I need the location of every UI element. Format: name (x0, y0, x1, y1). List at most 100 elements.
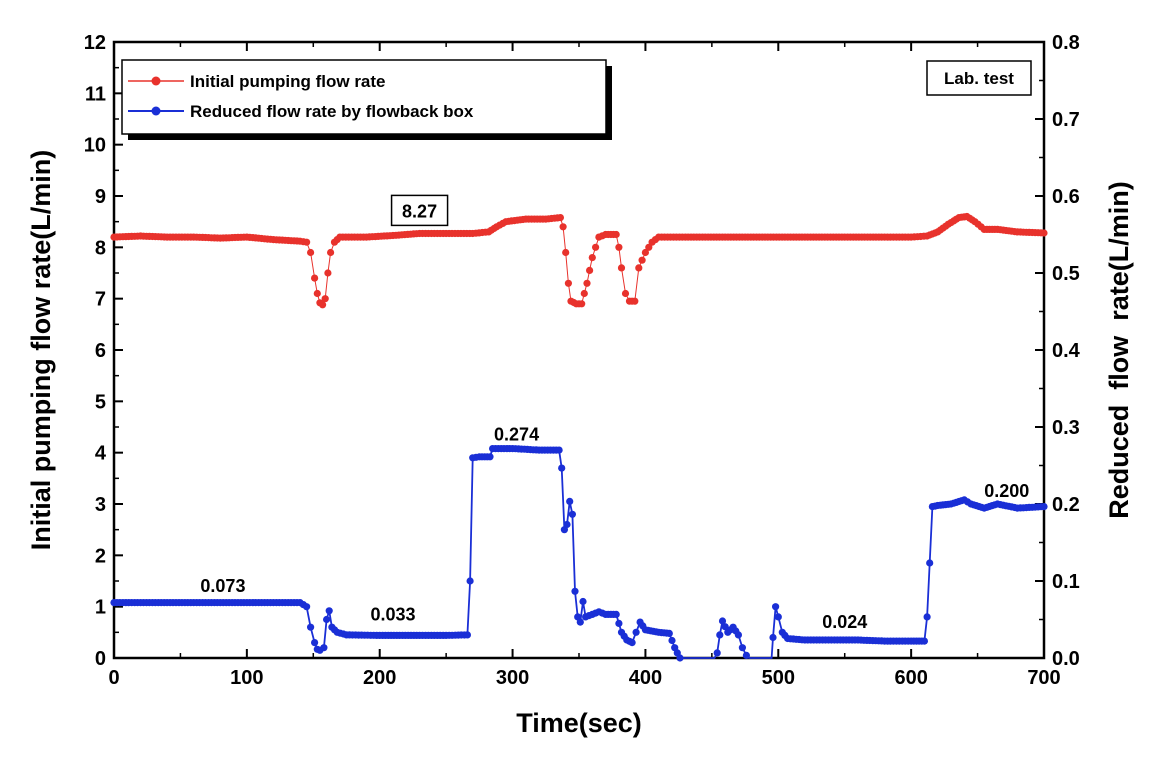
y-left-tick-label: 10 (84, 135, 106, 157)
data-point-reduced (568, 510, 577, 518)
data-point-initial (631, 297, 639, 305)
x-tick-label: 500 (762, 667, 795, 689)
y-left-tick-label: 12 (84, 32, 106, 54)
lab-test-box (926, 60, 1032, 96)
data-point-reduced (466, 577, 474, 585)
annotation-label: 8.27 (402, 201, 437, 221)
y-left-tick-label: 4 (95, 443, 107, 465)
data-point-initial (638, 256, 646, 264)
data-point-initial (313, 289, 321, 298)
legend-label-reduced: Reduced flow rate by flowback box (190, 102, 474, 121)
data-point-reduced (668, 636, 676, 645)
data-point-reduced (323, 615, 331, 624)
data-point-reduced (566, 497, 574, 505)
annotation-label: 0.033 (370, 604, 415, 624)
data-point-initial (580, 289, 588, 298)
lab-test-text: Lab. test (944, 69, 1014, 88)
data-point-initial (327, 248, 335, 257)
x-tick-labels: 0 100 200 300 400 500 600 700 (108, 667, 1060, 689)
data-point-reduced (576, 618, 584, 626)
y-right-tick-label: 0.3 (1052, 417, 1080, 439)
annotation-label: 0.200 (984, 481, 1029, 501)
data-point-initial (645, 243, 653, 251)
data-point-reduced (612, 610, 620, 619)
x-tick-label: 0 (108, 667, 119, 689)
y-left-tick-label: 5 (95, 391, 106, 413)
series-initial-pumping (110, 212, 1048, 309)
y-left-tick-label: 2 (95, 545, 106, 567)
data-point-reduced (742, 651, 751, 660)
annotation-label: 0.274 (494, 425, 539, 445)
x-tick-label: 300 (496, 667, 529, 689)
data-point-reduced (923, 613, 931, 621)
data-point-reduced (486, 453, 494, 461)
data-point-reduced (676, 654, 684, 662)
right-y-axis-title: Reduced flow rate(L/min) (1104, 181, 1134, 519)
data-point-reduced (738, 644, 747, 652)
y-left-tick-label: 0 (95, 648, 106, 670)
data-point-initial (559, 223, 567, 231)
legend-marker-reduced (151, 106, 161, 116)
data-point-reduced (615, 619, 623, 628)
data-point-reduced (325, 607, 333, 615)
y-left-tick-label: 11 (85, 83, 106, 105)
y-left-tick-label: 3 (95, 494, 106, 516)
series-line-initial (113, 215, 1045, 306)
lab-test-label: Lab. test (926, 60, 1032, 96)
value-annotations: 8.27 0.073 0.033 0.274 0.024 0.200 (200, 194, 1029, 632)
data-point-reduced (718, 617, 727, 625)
y-left-tick-label: 7 (95, 289, 106, 311)
data-point-initial (307, 248, 315, 257)
x-tick-label: 600 (894, 667, 927, 689)
data-point-reduced (769, 633, 777, 642)
legend: Initial pumping flow rate Reduced flow r… (121, 59, 612, 140)
data-point-reduced (721, 623, 729, 631)
data-point-initial (1040, 229, 1048, 237)
data-point-initial (321, 295, 329, 303)
data-point-initial (583, 279, 591, 287)
data-point-reduced (632, 628, 640, 636)
data-point-initial (562, 248, 570, 257)
x-tick-label: 400 (629, 667, 662, 689)
data-point-reduced (920, 637, 929, 645)
data-point-reduced (558, 464, 566, 472)
y-right-tick-label: 0.6 (1052, 186, 1080, 208)
data-point-initial (612, 230, 620, 239)
annotation-label: 0.073 (200, 576, 245, 596)
data-point-reduced (713, 649, 721, 657)
data-point-reduced (307, 623, 315, 631)
y-right-tick-label: 0.8 (1052, 32, 1080, 54)
data-point-initial (311, 274, 319, 282)
data-point-reduced (320, 644, 328, 652)
x-tick-label: 700 (1027, 667, 1060, 689)
tick-marks (113, 41, 1045, 659)
data-point-initial (578, 300, 586, 308)
data-point-reduced (774, 613, 782, 621)
data-point-initial (319, 301, 327, 309)
data-point-initial (588, 254, 596, 262)
data-point-reduced (716, 631, 724, 639)
y-right-tick-label: 0.4 (1052, 340, 1081, 362)
data-point-initial (621, 289, 630, 298)
data-point-reduced (579, 597, 587, 606)
data-point-reduced (734, 631, 743, 639)
series-line-reduced (114, 447, 1045, 659)
annotation-box (390, 194, 449, 227)
data-point-initial (556, 214, 565, 222)
legend-marker-initial (151, 76, 161, 86)
data-point-reduced (772, 603, 780, 611)
data-point-initial (617, 264, 626, 272)
data-point-initial (641, 248, 650, 257)
data-point-reduced (571, 587, 579, 595)
data-point-reduced (926, 559, 934, 567)
data-point-initial (586, 266, 594, 274)
data-point-initial (592, 243, 600, 251)
data-point-initial (635, 264, 643, 272)
data-point-reduced (665, 629, 673, 638)
x-tick-label: 100 (230, 667, 263, 689)
y-right-tick-label: 0.0 (1052, 648, 1080, 670)
y-right-tick-label: 0.2 (1052, 494, 1080, 516)
legend-label-initial: Initial pumping flow rate (190, 72, 386, 91)
